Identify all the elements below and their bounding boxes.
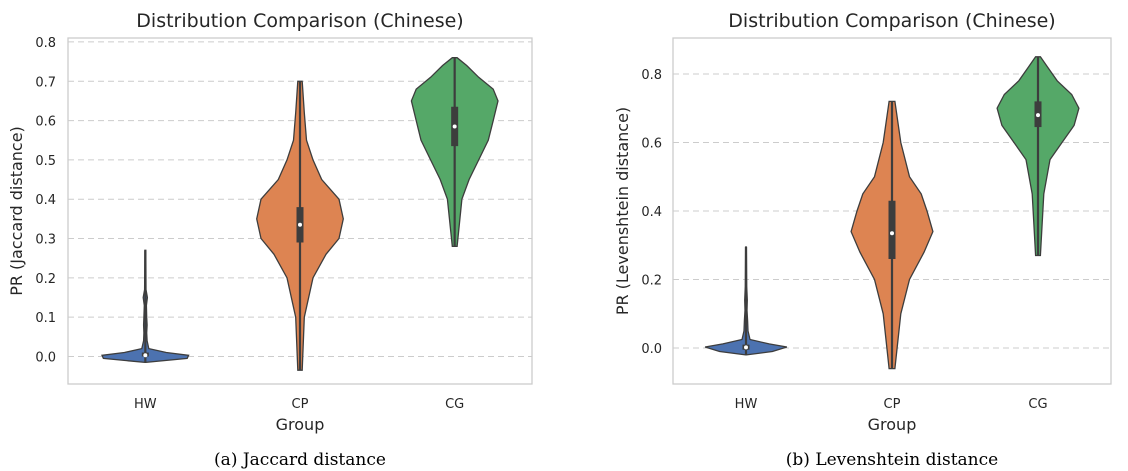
ytick-label: 0.0: [641, 342, 662, 357]
ytick-label: 0.6: [35, 115, 56, 130]
ytick-label: 0.1: [35, 311, 56, 326]
plot-frame: [67, 37, 533, 385]
median-dot-cp: [890, 231, 894, 236]
ytick-label: 0.7: [35, 75, 56, 90]
median-dot-cg: [452, 124, 457, 129]
chart-title: Distribution Comparison (Chinese): [728, 10, 1055, 32]
ytick-label: 0.4: [641, 205, 662, 220]
xtick-label: CG: [1028, 397, 1047, 412]
xtick-label: CG: [445, 397, 464, 412]
median-dot-cp: [298, 222, 302, 227]
panel-jaccard: 0.0 0.1 0.2 0.3 0.4 0.5 0.6 0.7 0.8 HW CP CG Distrib…: [7, 10, 533, 470]
ytick-label: 0.4: [35, 193, 56, 208]
median-dot-cg: [1036, 113, 1040, 118]
ytick-label: 0.6: [641, 136, 662, 151]
xtick-label: CP: [884, 397, 901, 412]
xtick-label: HW: [134, 397, 157, 412]
ytick-label: 0.0: [35, 350, 56, 365]
xtick-label: HW: [735, 397, 758, 412]
median-dot-hw: [143, 353, 148, 358]
xtick-label: CP: [292, 397, 309, 412]
ytick-label: 0.5: [35, 154, 56, 169]
figure-caption: (a) Jaccard distance: [214, 450, 386, 470]
ytick-label: 0.8: [35, 36, 56, 51]
chart-title: Distribution Comparison (Chinese): [136, 10, 463, 32]
x-axis-label: Group: [868, 415, 917, 434]
median-dot-hw: [744, 345, 748, 350]
ytick-label: 0.2: [641, 274, 662, 289]
x-axis-label: Group: [276, 415, 325, 434]
ytick-label: 0.2: [35, 272, 56, 287]
y-axis-label: PR (Jaccard distance): [7, 126, 26, 296]
ytick-label: 0.8: [641, 68, 662, 83]
ytick-label: 0.3: [35, 233, 56, 248]
panel-levenshtein: 0.0 0.2 0.4 0.6 0.8 HW CP CG Distribution Compar…: [613, 10, 1112, 470]
y-axis-label: PR (Levenshtein distance): [613, 107, 632, 315]
figure-caption: (b) Levenshtein distance: [786, 450, 998, 470]
plot-frame: [672, 37, 1112, 385]
